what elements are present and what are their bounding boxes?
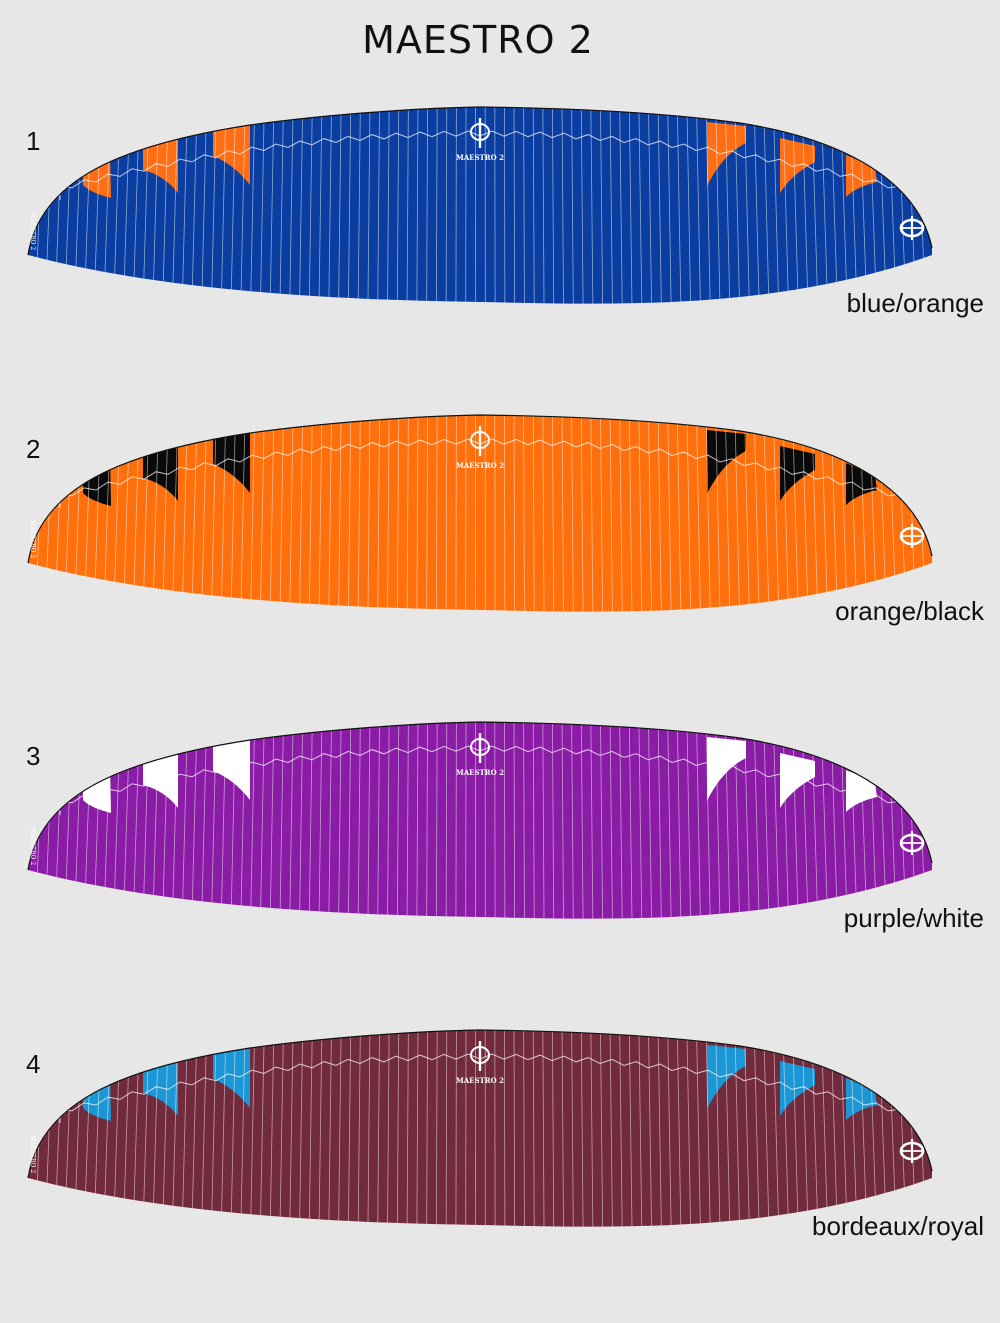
cell-seam: [504, 715, 505, 935]
cell-seam: [504, 100, 505, 320]
cell-seam: [456, 715, 457, 935]
cell-seam: [25, 408, 34, 628]
stabilo-text: MAESTRO 2: [29, 212, 36, 250]
logo-text: MAESTRO 2: [456, 461, 504, 470]
variant-color-name: orange/black: [835, 596, 984, 627]
wing-canopy: MAESTRO 2 MAESTRO 2: [0, 100, 1000, 320]
cell-seam: [917, 100, 926, 320]
page-title: MAESTRO 2: [0, 18, 956, 62]
cell-seam: [504, 1023, 505, 1243]
cell-seam: [917, 408, 926, 628]
logo-text: MAESTRO 2: [456, 768, 504, 777]
wing-canopy: MAESTRO 2 MAESTRO 2: [0, 408, 1000, 628]
cell-seam: [456, 1023, 457, 1243]
variant-color-name: blue/orange: [847, 288, 984, 319]
cell-seam: [504, 408, 505, 628]
cell-seam: [35, 100, 44, 320]
cell-seam: [25, 100, 34, 320]
cell-seam: [25, 1023, 34, 1243]
cell-seam: [456, 408, 457, 628]
wing-canopy: MAESTRO 2 MAESTRO 2: [0, 1023, 1000, 1243]
cell-seam: [927, 1023, 936, 1243]
logo-text: MAESTRO 2: [456, 1076, 504, 1085]
cell-seam: [35, 715, 44, 935]
cell-seam: [456, 100, 457, 320]
wing-canopy: MAESTRO 2 MAESTRO 2: [0, 715, 1000, 935]
cell-seam: [927, 715, 936, 935]
logo-text: MAESTRO 2: [456, 153, 504, 162]
variant-color-name: purple/white: [844, 903, 984, 934]
stabilo-text: MAESTRO 2: [29, 827, 36, 865]
cell-seam: [927, 408, 936, 628]
stabilo-text: MAESTRO 2: [29, 520, 36, 558]
cell-seam: [917, 1023, 926, 1243]
cell-seam: [35, 1023, 44, 1243]
variant-color-name: bordeaux/royal: [812, 1211, 984, 1242]
stabilo-text: MAESTRO 2: [29, 1135, 36, 1173]
cell-seam: [917, 715, 926, 935]
cell-seam: [25, 715, 34, 935]
cell-seam: [35, 408, 44, 628]
cell-seam: [927, 100, 936, 320]
